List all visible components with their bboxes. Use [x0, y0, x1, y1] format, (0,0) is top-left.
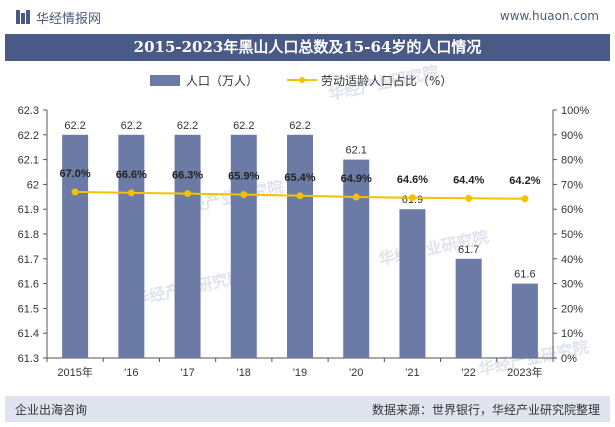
footer-source: 数据来源：世界银行，华经产业研究院整理 — [371, 403, 600, 417]
line-point — [352, 193, 360, 201]
legend-line-label: 劳动适龄人口占比（%） — [321, 73, 452, 88]
y-left-tick-label: 61.3 — [18, 353, 39, 365]
bar — [455, 258, 482, 358]
top-bar: 华经情报网 www.huaon.com — [0, 0, 615, 34]
legend-bar-swatch — [150, 75, 180, 86]
bar-value-label: 62.2 — [64, 120, 85, 132]
y-left-tick-label: 62.2 — [18, 130, 39, 142]
bar — [118, 134, 145, 358]
y-left-tick-label: 61.4 — [18, 328, 39, 340]
y-left-tick-label: 62 — [27, 179, 39, 191]
bar — [174, 134, 201, 358]
bar — [343, 159, 370, 358]
site-url: www.huaon.com — [499, 9, 599, 23]
y-left-tick-label: 61.5 — [18, 303, 39, 315]
x-tick-label: '21 — [405, 367, 419, 379]
bar — [287, 134, 313, 358]
line-point — [184, 190, 192, 198]
legend-bar-label: 人口（万人） — [186, 74, 258, 88]
line-point — [465, 194, 473, 202]
bar — [62, 134, 89, 358]
bar-value-label: 62.2 — [289, 120, 310, 132]
bar-value-label: 62.1 — [346, 145, 367, 157]
y-left-tick-label: 61.6 — [18, 279, 39, 291]
bar-value-label: 62.2 — [233, 120, 254, 132]
bar — [399, 209, 426, 358]
x-tick-label: 2023年 — [507, 365, 542, 379]
y-right-tick-label: 80% — [561, 155, 583, 167]
brand-name: 华经情报网 — [36, 12, 102, 27]
line-value-label: 65.4% — [284, 172, 315, 184]
line-point — [71, 188, 79, 196]
line-point — [240, 191, 248, 199]
line-value-label: 65.9% — [228, 171, 259, 183]
x-tick-label: '18 — [237, 367, 251, 379]
y-left-tick-label: 62.1 — [18, 155, 39, 167]
chart-title: 2015-2023年黑山人口总数及15-64岁的人口情况 — [133, 38, 482, 56]
y-left-tick-label: 62.3 — [18, 105, 39, 117]
footer-left-text: 企业出海咨询 — [15, 403, 88, 417]
bar-value-label: 62.2 — [177, 120, 198, 132]
y-right-tick-label: 30% — [561, 279, 583, 291]
x-tick-label: '16 — [124, 367, 138, 379]
y-right-tick-label: 40% — [561, 254, 583, 266]
x-tick-label: '17 — [180, 367, 194, 379]
y-right-tick-label: 50% — [561, 229, 583, 241]
line-value-label: 66.3% — [172, 170, 203, 182]
x-tick-label: '22 — [461, 367, 475, 379]
y-right-tick-label: 100% — [561, 105, 589, 117]
logo-icon — [16, 10, 30, 24]
line-value-label: 66.6% — [116, 169, 147, 181]
bar-value-label: 61.7 — [458, 244, 479, 256]
y-left-tick-label: 61.8 — [18, 229, 39, 241]
y-left-tick-label: 61.7 — [18, 254, 39, 266]
line-point — [127, 189, 135, 197]
line-value-label: 67.0% — [60, 168, 91, 180]
bar — [511, 283, 538, 358]
line-point — [521, 195, 529, 203]
x-tick-label: '19 — [293, 367, 307, 379]
title-bar: 2015-2023年黑山人口总数及15-64岁的人口情况 — [5, 34, 610, 61]
bar — [230, 134, 257, 358]
line-value-label: 64.4% — [453, 174, 484, 186]
y-right-tick-label: 0% — [561, 353, 577, 365]
line-point — [408, 194, 416, 202]
legend-line-marker — [299, 77, 305, 83]
y-right-tick-label: 20% — [561, 303, 583, 315]
x-tick-label: 2015年 — [57, 365, 92, 379]
x-tick-label: '20 — [349, 367, 363, 379]
line-value-label: 64.6% — [397, 174, 428, 186]
line-value-label: 64.9% — [341, 173, 372, 185]
y-right-tick-label: 70% — [561, 179, 583, 191]
y-right-tick-label: 90% — [561, 130, 583, 142]
bar-value-label: 62.2 — [121, 120, 142, 132]
y-right-tick-label: 10% — [561, 328, 583, 340]
line-point — [296, 192, 304, 200]
bar-value-label: 61.6 — [514, 269, 535, 281]
line-value-label: 64.2% — [509, 175, 540, 187]
footer: 企业出海咨询 数据来源：世界银行，华经产业研究院整理 — [5, 396, 610, 422]
y-right-tick-label: 60% — [561, 204, 583, 216]
y-left-tick-label: 61.9 — [18, 204, 39, 216]
